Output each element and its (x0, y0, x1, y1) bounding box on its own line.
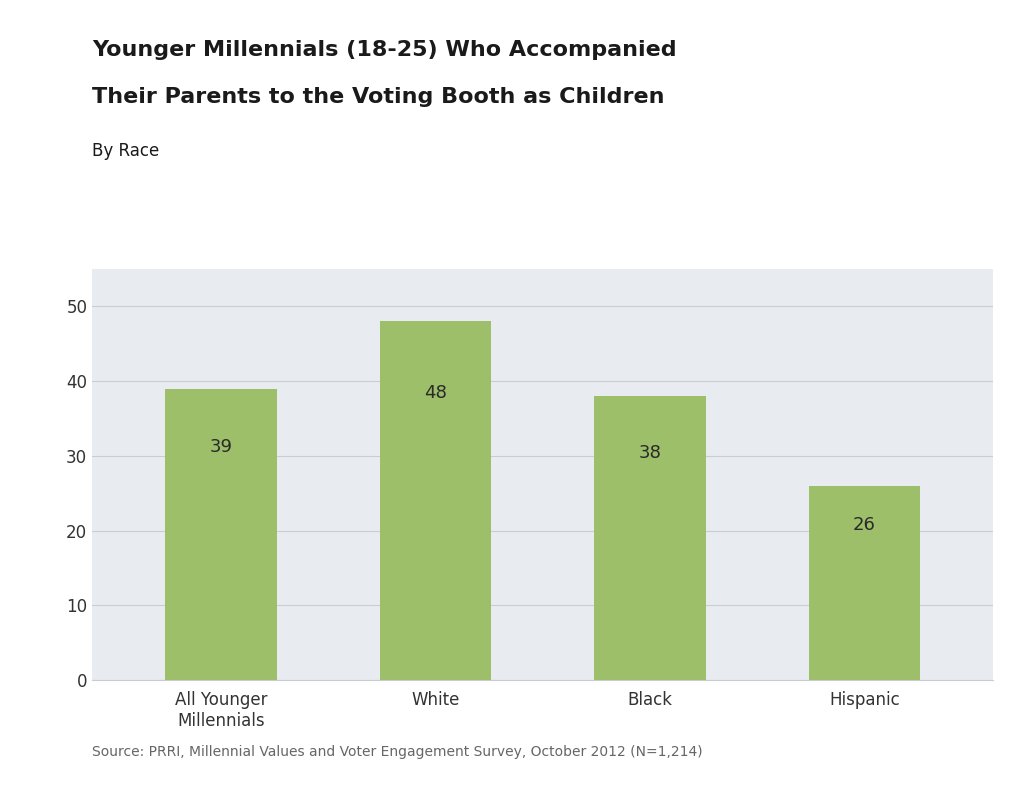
Text: 26: 26 (853, 516, 876, 534)
Text: Younger Millennials (18-25) Who Accompanied: Younger Millennials (18-25) Who Accompan… (92, 40, 677, 59)
Bar (380, 321, 492, 680)
Bar (165, 388, 276, 680)
Bar (594, 396, 706, 680)
Text: 39: 39 (209, 438, 232, 456)
Text: Source: PRRI, Millennial Values and Voter Engagement Survey, October 2012 (N=1,2: Source: PRRI, Millennial Values and Vote… (92, 745, 702, 759)
Text: By Race: By Race (92, 142, 160, 161)
Text: 38: 38 (639, 444, 662, 462)
Text: Their Parents to the Voting Booth as Children: Their Parents to the Voting Booth as Chi… (92, 87, 665, 107)
Bar (809, 486, 921, 680)
Text: 48: 48 (424, 384, 446, 402)
